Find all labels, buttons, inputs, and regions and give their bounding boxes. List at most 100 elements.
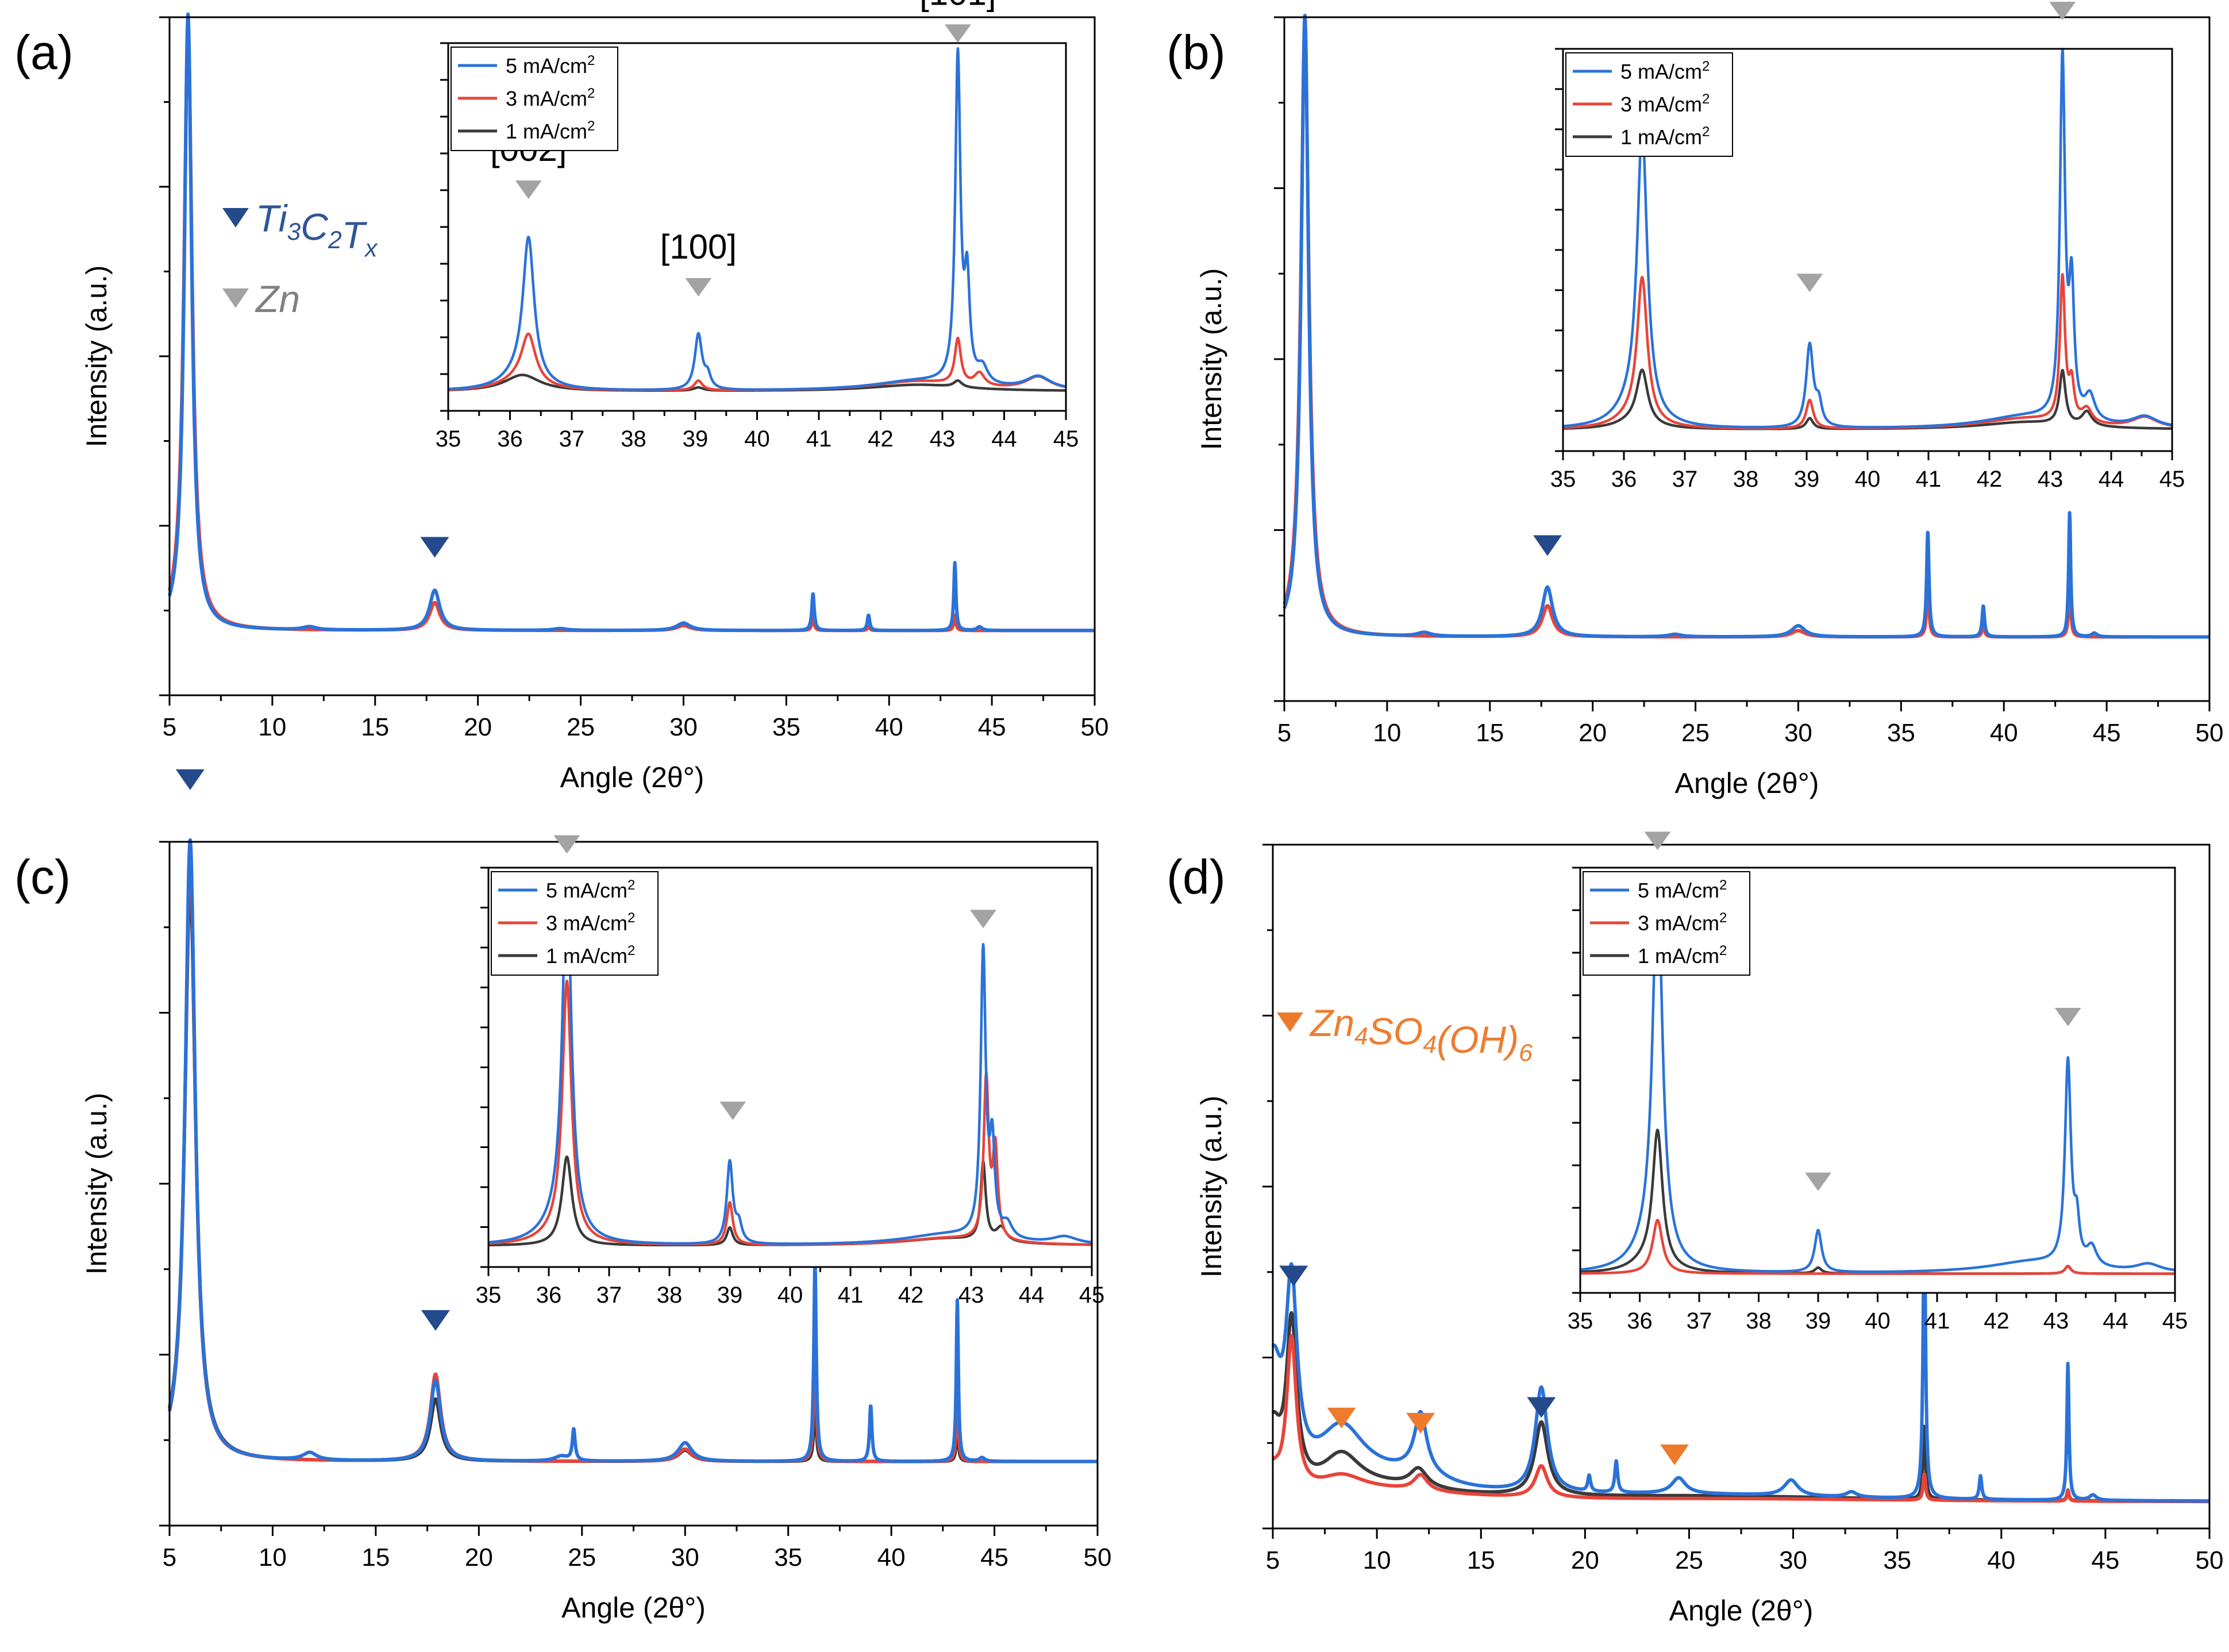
inset-x-tick-label: 36 xyxy=(1611,467,1637,492)
inset-x-tick-label: 41 xyxy=(806,426,832,452)
x-tick-label: 35 xyxy=(774,1543,802,1572)
inset-legend-label: 1 mA/cm2 xyxy=(546,943,635,968)
panel-label: (b) xyxy=(1167,25,1226,79)
panel-label: (d) xyxy=(1167,850,1226,904)
inset-x-tick-label: 37 xyxy=(1672,467,1698,492)
x-tick-label: 20 xyxy=(1579,719,1607,747)
panel-label: (c) xyxy=(14,850,71,904)
inset-marker-triangle-zn xyxy=(970,910,996,929)
y-axis-label: Intensity (a.u.) xyxy=(80,1093,113,1275)
inset-legend-label-superscript: 2 xyxy=(627,943,635,958)
x-tick-label: 50 xyxy=(1084,1543,1112,1572)
inset-legend-label: 3 mA/cm2 xyxy=(1620,91,1710,116)
x-tick-label: 45 xyxy=(2091,1546,2119,1574)
marker-triangle-ti3c2tx xyxy=(1533,535,1562,556)
x-tick-label: 5 xyxy=(1277,719,1291,747)
x-tick-label: 10 xyxy=(1363,1546,1391,1574)
x-tick-label: 30 xyxy=(669,713,698,741)
series-line-red xyxy=(1271,1334,2211,1504)
inset-x-tick-label: 44 xyxy=(991,426,1017,452)
x-tick-label: 30 xyxy=(1784,719,1812,747)
inset-legend-label-text: 1 mA/cm xyxy=(546,944,627,968)
inset-marker-triangle-zn xyxy=(1805,1172,1831,1191)
inset-x-tick-label: 35 xyxy=(476,1283,502,1308)
phase-legend-symbol-zn xyxy=(222,288,249,308)
x-axis-label: Angle (2θ°) xyxy=(1675,767,1819,799)
inset-x-tick-label: 40 xyxy=(1855,467,1881,492)
x-tick-label: 5 xyxy=(163,713,176,741)
inset-x-tick-label: 41 xyxy=(1924,1308,1950,1334)
marker-triangle-ti3c2tx xyxy=(1527,1397,1556,1418)
inset-legend-label-text: 1 mA/cm xyxy=(1638,944,1719,968)
inset-marker-triangle-zn xyxy=(719,1102,746,1120)
inset-marker-triangle-zn xyxy=(515,180,542,199)
inset-x-tick-label: 44 xyxy=(1019,1283,1045,1308)
inset-x-tick-label: 38 xyxy=(657,1283,683,1308)
inset-x-tick-label: 37 xyxy=(559,426,585,452)
x-tick-label: 50 xyxy=(2196,719,2224,747)
inset-x-tick-label: 42 xyxy=(1977,467,2003,492)
x-tick-label: 40 xyxy=(1990,719,2018,747)
inset-x-tick-label: 38 xyxy=(1746,1308,1772,1334)
phase-legend-label-ti3c2tx-part: 2 xyxy=(328,226,342,254)
inset-marker-triangle-zn xyxy=(1644,831,1671,850)
phase-legend-symbol-ti3c2tx xyxy=(222,208,249,228)
x-axis-label: Angle (2θ°) xyxy=(1669,1595,1814,1627)
x-tick-label: 35 xyxy=(1883,1546,1911,1574)
x-axis-label: Angle (2θ°) xyxy=(560,761,704,794)
inset-legend-label-text: 3 mA/cm xyxy=(1620,93,1702,116)
marker-triangle-ti3c2tx xyxy=(175,769,205,790)
inset-x-tick-label: 36 xyxy=(497,426,523,452)
inset-x-tick-label: 40 xyxy=(744,426,770,452)
inset-legend-label-text: 1 mA/cm xyxy=(506,120,587,143)
inset-legend-label: 3 mA/cm2 xyxy=(1638,910,1727,935)
inset-marker-triangle-zn xyxy=(553,835,580,854)
x-tick-label: 5 xyxy=(1266,1546,1280,1574)
panel-d: 5 10 15 20 25 30 35 40 45 50 Angle (2θ°) Intensity … xyxy=(1167,831,2223,1627)
inset-x-tick-label: 42 xyxy=(1984,1308,2009,1334)
inset-legend-label-superscript: 2 xyxy=(1702,91,1710,107)
x-tick-label: 15 xyxy=(1467,1546,1495,1574)
inset-legend-label: 1 mA/cm2 xyxy=(506,118,595,143)
inset-legend-label-text: 5 mA/cm xyxy=(506,54,587,78)
inset-series-line-blue xyxy=(447,47,1067,391)
inset-x-tick-label: 38 xyxy=(1733,467,1759,492)
inset-marker-triangle-zn xyxy=(1796,274,1823,292)
x-tick-label: 35 xyxy=(772,713,800,741)
inset-legend-label-superscript: 2 xyxy=(1719,943,1727,958)
inset-x-tick-label: 41 xyxy=(1916,467,1942,492)
inset-x-tick-label: 43 xyxy=(958,1283,984,1308)
inset-legend-label-superscript: 2 xyxy=(587,86,595,101)
inset-x-tick-label: 45 xyxy=(2162,1308,2188,1334)
x-tick-label: 25 xyxy=(1675,1546,1703,1574)
inset-marker-triangle-zn xyxy=(685,278,712,296)
panel-label: (a) xyxy=(14,25,74,79)
inset-legend-label-text: 1 mA/cm xyxy=(1620,125,1702,149)
phase-legend-label-zn: Zn xyxy=(255,278,300,320)
phase-legend-label-zso-part: 6 xyxy=(1519,1039,1533,1067)
inset-x-tick-label: 38 xyxy=(621,426,646,452)
inset-x-tick-label: 45 xyxy=(1079,1283,1105,1308)
phase-legend-label-ti3c2tx-part: Ti xyxy=(256,197,288,240)
inset-x-tick-label: 44 xyxy=(2103,1308,2128,1334)
x-axis-label: Angle (2θ°) xyxy=(561,1592,706,1624)
x-tick-label: 30 xyxy=(671,1543,699,1572)
x-tick-label: 50 xyxy=(2196,1546,2224,1574)
series-line-blue xyxy=(1283,14,2211,639)
y-axis-label: Intensity (a.u.) xyxy=(1195,268,1227,450)
phase-legend-label-zso-part: (OH) xyxy=(1437,1018,1519,1061)
x-tick-label: 45 xyxy=(2093,719,2121,747)
inset-x-tick-label: 44 xyxy=(2099,467,2124,492)
phase-legend-label-ti3c2tx-part: C xyxy=(301,206,329,248)
inset-legend-label-superscript: 2 xyxy=(1719,877,1727,893)
inset-legend-label-text: 3 mA/cm xyxy=(1638,911,1719,935)
inset-x-tick-label: 39 xyxy=(1805,1308,1831,1334)
phase-legend-label-zso-part: Zn xyxy=(1309,1002,1354,1044)
inset-x-tick-label: 40 xyxy=(777,1283,803,1308)
inset-legend-label-text: 3 mA/cm xyxy=(506,87,587,110)
x-tick-label: 20 xyxy=(465,1543,493,1572)
x-tick-label: 25 xyxy=(567,713,595,741)
inset-legend-label-superscript: 2 xyxy=(627,910,635,926)
x-tick-label: 5 xyxy=(163,1543,176,1572)
